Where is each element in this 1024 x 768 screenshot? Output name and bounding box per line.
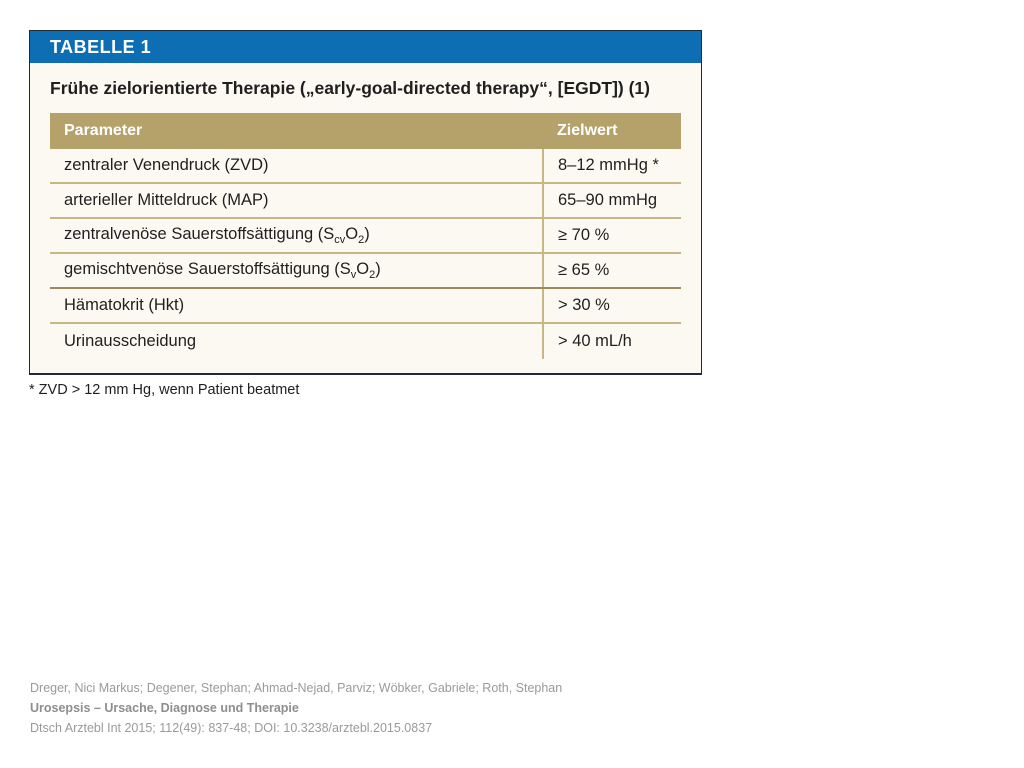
table-row: zentraler Venendruck (ZVD) 8–12 mmHg * xyxy=(50,149,681,184)
subscript: v xyxy=(350,269,357,281)
citation-source: Dtsch Arztebl Int 2015; 112(49): 837-48;… xyxy=(30,721,433,735)
parameter-cell: Urinausscheidung xyxy=(50,323,544,359)
target-value-cell: > 40 mL/h xyxy=(558,332,632,350)
citation-authors: Dreger, Nici Markus; Degener, Stephan; A… xyxy=(30,681,563,695)
parameter-cell: Hämatokrit (Hkt) xyxy=(50,288,544,324)
parameter-cell: zentraler Venendruck (ZVD) xyxy=(50,149,544,184)
target-value-cell: ≥ 70 % xyxy=(543,218,681,254)
parameter-text: zentralvenöse Sauerstoffsättigung (S xyxy=(64,225,335,243)
column-header-target-value: Zielwert xyxy=(543,113,681,149)
table-row: arterieller Mitteldruck (MAP) 65–90 mmHg xyxy=(50,183,681,219)
target-value-cell: > 30 % xyxy=(543,288,681,324)
table-row: zentralvenöse Sauerstoffsättigung (ScvO2… xyxy=(50,218,681,254)
citation-title: Urosepsis – Ursache, Diagnose und Therap… xyxy=(30,701,299,715)
egdt-table: Parameter Zielwert zentraler Venendruck … xyxy=(50,113,681,359)
table-row: Urinausscheidung > 40 mL/h xyxy=(50,323,681,359)
parameter-text: O xyxy=(345,225,359,243)
parameter-text: ) xyxy=(364,225,370,243)
parameter-cell: arterieller Mitteldruck (MAP) xyxy=(50,183,544,219)
parameter-cell: gemischtvenöse Sauerstoffsättigung (SvO2… xyxy=(50,253,544,289)
figure-label: TABELLE 1 xyxy=(50,36,152,57)
subscript: cv xyxy=(334,234,346,246)
parameter-text: O xyxy=(356,260,370,278)
table-footnote: * ZVD > 12 mm Hg, wenn Patient beatmet xyxy=(29,382,300,398)
parameter-text: gemischtvenöse Sauerstoffsättigung (S xyxy=(64,260,351,278)
figure-header-bar: TABELLE 1 xyxy=(30,31,701,63)
figure-title: Frühe zielorientierte Therapie („early-g… xyxy=(50,78,650,98)
table-row: Hämatokrit (Hkt) > 30 % xyxy=(50,288,681,324)
table-row: gemischtvenöse Sauerstoffsättigung (SvO2… xyxy=(50,253,681,289)
target-value-cell: 8–12 mmHg * xyxy=(543,149,681,184)
subscript: 2 xyxy=(358,234,365,246)
citation-block: Dreger, Nici Markus; Degener, Stephan; A… xyxy=(30,678,562,738)
table-header-row: Parameter Zielwert xyxy=(50,113,681,149)
column-header-parameter: Parameter xyxy=(50,113,543,149)
parameter-text: ) xyxy=(375,260,381,278)
target-value-cell: 65–90 mmHg xyxy=(543,183,681,219)
subscript: 2 xyxy=(369,269,376,281)
target-value-cell: ≥ 65 % xyxy=(543,253,681,289)
table-figure: TABELLE 1 Frühe zielorientierte Therapie… xyxy=(29,30,702,375)
parameter-cell: zentralvenöse Sauerstoffsättigung (ScvO2… xyxy=(50,218,544,254)
